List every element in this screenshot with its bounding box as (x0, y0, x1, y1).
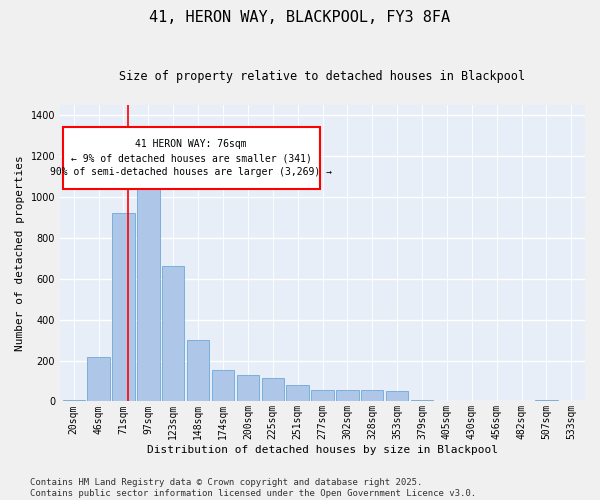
FancyBboxPatch shape (62, 127, 320, 190)
Bar (286, 385, 309, 402)
Bar (386, 391, 409, 402)
Bar (112, 214, 134, 402)
Text: Contains HM Land Registry data © Crown copyright and database right 2025.
Contai: Contains HM Land Registry data © Crown c… (30, 478, 476, 498)
Bar (336, 390, 359, 402)
Y-axis label: Number of detached properties: Number of detached properties (15, 156, 25, 351)
Bar (88, 358, 110, 402)
Bar (137, 174, 160, 402)
Bar (411, 400, 433, 402)
Bar (535, 400, 557, 402)
Bar (311, 390, 334, 402)
Title: Size of property relative to detached houses in Blackpool: Size of property relative to detached ho… (119, 70, 526, 83)
Bar (62, 400, 85, 402)
X-axis label: Distribution of detached houses by size in Blackpool: Distribution of detached houses by size … (147, 445, 498, 455)
Bar (236, 375, 259, 402)
Bar (361, 390, 383, 402)
Bar (212, 370, 234, 402)
Bar (262, 378, 284, 402)
Bar (162, 266, 184, 402)
Bar (187, 340, 209, 402)
Text: 41 HERON WAY: 76sqm
← 9% of detached houses are smaller (341)
90% of semi-detach: 41 HERON WAY: 76sqm ← 9% of detached hou… (50, 140, 332, 177)
Text: 41, HERON WAY, BLACKPOOL, FY3 8FA: 41, HERON WAY, BLACKPOOL, FY3 8FA (149, 10, 451, 25)
